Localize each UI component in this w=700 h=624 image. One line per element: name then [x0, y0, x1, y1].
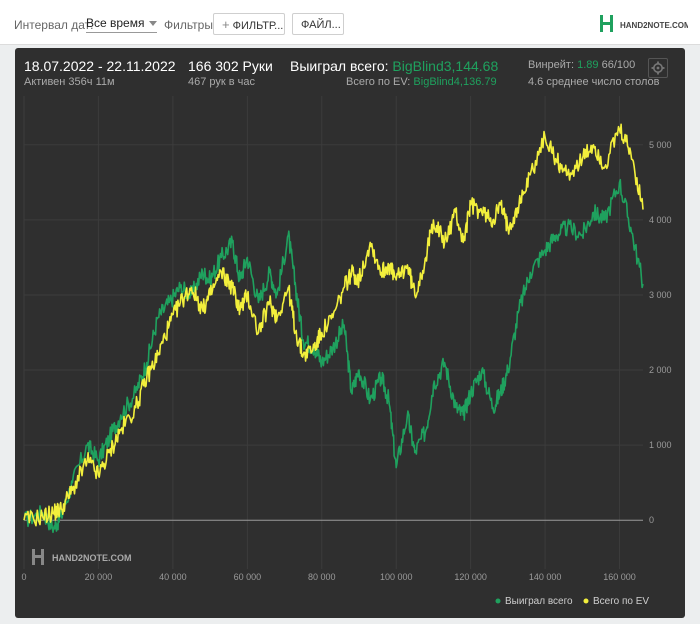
chevron-down-icon	[149, 21, 158, 27]
gear-icon	[651, 61, 665, 75]
file-button[interactable]: ФАЙЛ...	[292, 13, 344, 35]
y-tick-label: 5 000	[649, 140, 672, 150]
x-tick-label: 140 000	[529, 572, 562, 582]
winrate-hands: 66/100	[601, 59, 636, 71]
top-toolbar: Интервал дат: Все время Фильтры: + ФИЛЬТР…	[0, 0, 700, 45]
series-ev-line	[23, 123, 644, 527]
active-time: Активен 356ч 11м	[24, 76, 115, 88]
legend-ev-label: Всего по EV	[593, 596, 649, 607]
watermark-bar-mid	[32, 555, 44, 558]
x-tick-label: 80 000	[308, 572, 336, 582]
chart-panel	[15, 48, 685, 618]
ev-total-value: BigBlind4,136.79	[413, 76, 497, 88]
avg-tables: 4.6 среднее число столов	[528, 76, 660, 88]
legend-won-label: Выиграл всего	[505, 596, 573, 607]
hand2note-logo-icon: HAND2NOTE.COM	[600, 15, 691, 32]
date-range: 18.07.2022 - 22.11.2022	[24, 58, 176, 74]
chart-grid	[23, 96, 643, 569]
winrate-value: 1.89	[577, 59, 599, 71]
watermark-text: HAND2NOTE.COM	[52, 553, 132, 563]
x-tick-label: 20 000	[85, 572, 113, 582]
chart-series	[23, 123, 644, 534]
x-tick-label: 0	[21, 572, 26, 582]
y-tick-label: 1 000	[649, 440, 672, 450]
file-button-label: ФАЙЛ...	[301, 19, 341, 31]
chart-legend: Выиграл всего Всего по EV	[495, 596, 649, 607]
winrate: Винрейт: 1.89 66/100	[528, 59, 635, 71]
plus-icon: +	[222, 17, 230, 32]
legend-won-marker	[495, 598, 501, 604]
y-tick-label: 3 000	[649, 290, 672, 300]
y-tick-label: 0	[649, 515, 654, 525]
filters-label: Фильтры:	[164, 18, 217, 32]
x-axis-ticks: 0 20 000 40 000 60 000 80 000 100 000 120 000 1…	[21, 572, 635, 582]
won-total-value: BigBlind3,144.68	[392, 58, 499, 74]
chart-watermark: HAND2NOTE.COM	[32, 549, 132, 565]
logo-text: HAND2NOTE.COM	[620, 21, 688, 30]
x-tick-label: 120 000	[454, 572, 487, 582]
filter-button-label: ФИЛЬТР...	[232, 20, 284, 32]
winrate-label: Винрейт:	[528, 59, 575, 71]
y-axis-ticks: 0 1 000 2 000 3 000 4 000 5 000	[649, 140, 672, 525]
x-tick-label: 60 000	[234, 572, 262, 582]
hands-count: 166 302 Руки	[188, 58, 273, 74]
ev-total-label: Всего по EV:	[346, 76, 411, 88]
hands-per-hour: 467 рук в час	[188, 76, 256, 88]
legend-ev-marker	[583, 598, 589, 604]
date-interval-select[interactable]: Все время	[86, 16, 158, 33]
y-tick-label: 2 000	[649, 365, 672, 375]
won-total: Выиграл всего: BigBlind3,144.68	[290, 58, 498, 74]
x-tick-label: 40 000	[159, 572, 187, 582]
x-tick-label: 160 000	[603, 572, 636, 582]
ev-total: Всего по EV: BigBlind4,136.79	[346, 76, 497, 88]
date-interval-label: Интервал дат:	[14, 18, 94, 32]
filter-button[interactable]: + ФИЛЬТР...	[213, 13, 285, 35]
series-won-line	[23, 178, 644, 534]
won-total-label: Выиграл всего:	[290, 58, 389, 74]
hand2note-logo: HAND2NOTE.COM	[598, 14, 691, 34]
y-tick-label: 4 000	[649, 215, 672, 225]
date-interval-value: Все время	[86, 16, 145, 30]
settings-button[interactable]	[648, 58, 668, 78]
x-tick-label: 100 000	[380, 572, 413, 582]
